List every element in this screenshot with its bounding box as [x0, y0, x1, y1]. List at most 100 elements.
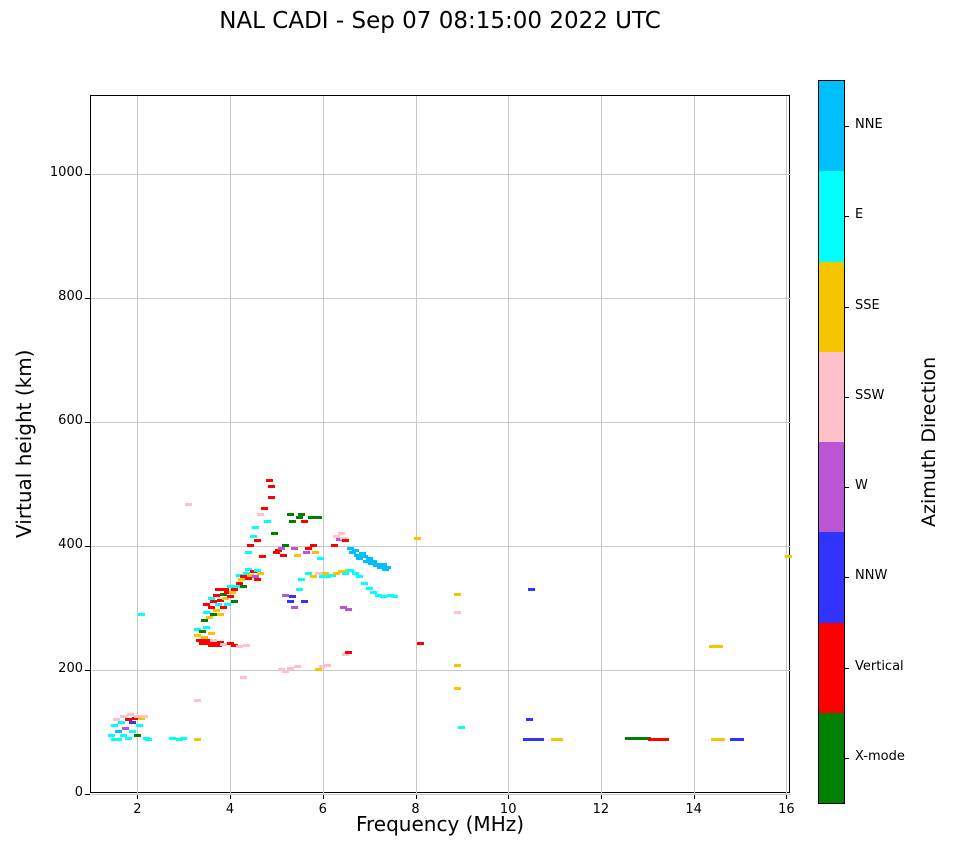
- y-tick: [85, 545, 90, 547]
- data-point: [194, 737, 202, 741]
- data-point: [138, 612, 146, 616]
- data-point: [235, 645, 243, 649]
- data-point: [632, 736, 640, 740]
- data-point: [551, 737, 559, 741]
- x-tick-label: 8: [411, 802, 420, 817]
- x-tick: [508, 794, 510, 799]
- data-point: [374, 593, 382, 597]
- data-point: [347, 547, 355, 551]
- colorbar-tick-label: SSE: [855, 297, 880, 313]
- x-tick: [322, 794, 324, 799]
- data-point: [208, 606, 216, 610]
- data-point: [296, 587, 304, 591]
- data-point: [270, 531, 278, 535]
- data-point: [198, 629, 206, 633]
- chart-title: NAL CADI - Sep 07 08:15:00 2022 UTC: [219, 8, 661, 34]
- x-tick-label: 14: [685, 802, 702, 817]
- data-point: [136, 724, 144, 728]
- data-point: [367, 561, 375, 565]
- data-point: [205, 641, 213, 645]
- data-point: [129, 730, 137, 734]
- data-point: [458, 726, 466, 730]
- colorbar-tick-label: NNE: [855, 117, 883, 133]
- data-point: [249, 535, 257, 538]
- data-point: [184, 502, 192, 506]
- y-tick: [85, 421, 90, 423]
- data-point: [194, 634, 202, 638]
- colorbar-tick-label: NNW: [855, 568, 888, 584]
- data-point: [226, 595, 234, 599]
- data-point: [131, 716, 139, 720]
- data-point: [365, 556, 373, 560]
- data-point: [319, 575, 327, 579]
- gridline-x: [415, 96, 417, 794]
- data-point: [217, 641, 225, 645]
- colorbar-tick: [844, 126, 849, 128]
- colorbar-segment-e: [819, 171, 844, 262]
- data-point: [416, 641, 424, 645]
- data-point: [333, 572, 341, 576]
- data-point: [133, 733, 141, 737]
- data-point: [196, 638, 204, 642]
- data-point: [303, 550, 311, 554]
- data-point: [319, 665, 327, 669]
- data-point: [379, 562, 387, 566]
- data-point: [245, 550, 253, 554]
- data-point: [365, 586, 373, 590]
- data-point: [138, 716, 146, 720]
- gridline-y: [91, 421, 791, 423]
- data-point: [221, 587, 229, 591]
- data-point: [282, 593, 290, 597]
- y-tick-label: 800: [58, 288, 83, 304]
- colorbar-tick: [844, 757, 849, 759]
- data-point: [335, 538, 343, 542]
- data-point: [361, 555, 368, 559]
- data-point: [112, 718, 120, 722]
- data-point: [228, 590, 236, 594]
- data-point: [555, 737, 563, 741]
- data-point: [323, 664, 331, 668]
- colorbar-tick-label: X-mode: [855, 748, 905, 764]
- gridline-y: [91, 794, 791, 795]
- data-point: [219, 606, 227, 610]
- data-point: [279, 553, 287, 557]
- data-point: [310, 544, 318, 548]
- data-point: [333, 535, 341, 538]
- data-point: [523, 737, 531, 741]
- data-point: [259, 555, 267, 559]
- data-point: [254, 578, 262, 582]
- data-point: [208, 632, 216, 636]
- data-point: [224, 603, 232, 607]
- data-point: [381, 567, 389, 571]
- data-point: [108, 733, 116, 737]
- data-point: [625, 736, 633, 740]
- data-point: [291, 606, 299, 610]
- y-tick-label: 400: [58, 536, 83, 552]
- gridline-x: [508, 96, 510, 794]
- data-point: [219, 642, 227, 646]
- colorbar-tick: [844, 216, 849, 218]
- data-point: [240, 584, 248, 588]
- data-point: [126, 713, 134, 717]
- data-point: [210, 612, 218, 616]
- data-point: [252, 525, 260, 529]
- data-point: [310, 575, 318, 579]
- data-point: [208, 643, 216, 647]
- data-point: [245, 576, 253, 580]
- y-tick-label: 200: [58, 660, 83, 676]
- data-point: [293, 553, 301, 557]
- data-point: [305, 572, 313, 576]
- colorbar-tick: [844, 577, 849, 579]
- data-point: [110, 737, 118, 741]
- colorbar-label: Azimuth Direction: [918, 356, 940, 528]
- data-point: [201, 618, 209, 622]
- data-point: [175, 737, 183, 741]
- data-point: [453, 687, 461, 691]
- y-tick-label: 0: [74, 785, 83, 800]
- data-point: [453, 592, 461, 596]
- colorbar-tick: [844, 396, 849, 398]
- data-point: [377, 566, 385, 570]
- data-point: [328, 574, 336, 578]
- x-axis-label: Frequency (MHz): [355, 812, 525, 836]
- data-point: [307, 516, 315, 520]
